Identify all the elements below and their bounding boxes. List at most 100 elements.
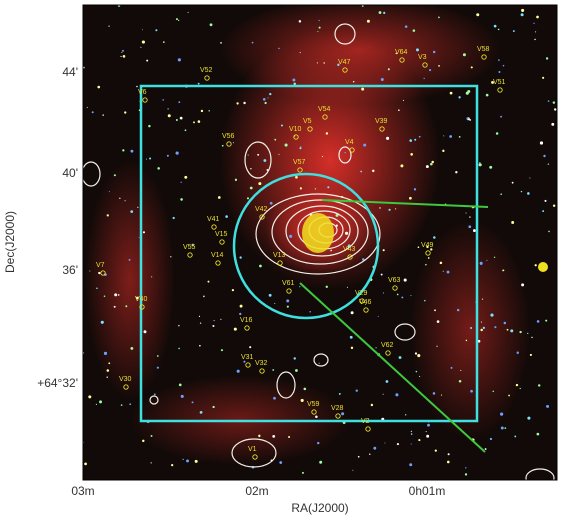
star — [403, 99, 405, 101]
star — [243, 360, 246, 363]
star — [269, 201, 273, 205]
star — [184, 129, 187, 132]
star — [212, 324, 215, 327]
star — [478, 163, 482, 167]
star — [209, 23, 213, 27]
star — [299, 51, 301, 54]
source-marker — [252, 454, 258, 460]
star — [106, 214, 109, 217]
source-label: V61 — [282, 280, 295, 287]
source-label: V5 — [303, 118, 312, 125]
star — [442, 149, 445, 153]
star — [543, 154, 546, 158]
star — [327, 186, 330, 189]
star — [295, 175, 298, 179]
star — [247, 154, 249, 156]
star — [536, 320, 540, 323]
source-label: V1 — [248, 446, 257, 453]
star — [299, 147, 302, 150]
star — [213, 319, 215, 322]
star — [352, 469, 354, 471]
star — [163, 41, 165, 43]
star — [382, 393, 384, 395]
star — [178, 347, 180, 350]
source-label: V57 — [293, 159, 306, 166]
source-marker — [385, 350, 391, 356]
star — [243, 101, 246, 105]
star — [470, 327, 473, 330]
star — [225, 215, 228, 218]
star — [432, 392, 436, 395]
star — [350, 311, 354, 315]
star — [491, 80, 494, 84]
source-label: V13 — [273, 252, 286, 259]
source-marker — [204, 75, 210, 81]
star — [410, 430, 413, 433]
source-marker — [259, 368, 265, 374]
star — [102, 114, 104, 116]
source-marker — [245, 362, 251, 368]
source-marker — [347, 254, 353, 260]
star — [267, 97, 269, 99]
star — [103, 295, 106, 298]
star — [494, 326, 497, 329]
star — [449, 91, 453, 95]
star — [527, 332, 529, 335]
star — [153, 393, 156, 396]
star — [455, 171, 458, 174]
axes: 03m 02m 0h01m 44' 40' 36' +64°32' RA(J2000) Dec(… — [3, 65, 445, 515]
star — [355, 389, 358, 392]
source-label: V40 — [135, 296, 148, 303]
star — [199, 344, 201, 347]
star — [119, 197, 121, 199]
star — [167, 114, 171, 118]
star — [341, 412, 345, 416]
star — [182, 458, 184, 460]
star — [250, 167, 252, 170]
star — [446, 270, 450, 274]
star — [352, 80, 355, 83]
star — [465, 467, 467, 469]
star — [460, 369, 462, 371]
star — [117, 294, 120, 296]
star — [520, 13, 524, 17]
star — [120, 55, 122, 58]
source-label: V41 — [207, 216, 220, 223]
star — [431, 160, 434, 164]
star — [361, 87, 365, 91]
star — [482, 326, 485, 330]
star — [318, 362, 320, 364]
star — [292, 78, 296, 82]
source-marker — [123, 384, 129, 390]
source-marker — [365, 426, 371, 432]
star — [317, 441, 320, 445]
star — [469, 216, 471, 218]
star — [286, 305, 289, 308]
source-marker — [226, 141, 232, 147]
star — [232, 142, 235, 144]
star — [419, 375, 421, 377]
star — [130, 149, 134, 153]
star — [345, 231, 349, 235]
star — [373, 446, 377, 450]
star — [430, 162, 433, 166]
star — [234, 178, 238, 181]
star — [409, 196, 412, 200]
star — [122, 149, 125, 152]
star — [349, 335, 353, 339]
y-axis-label: Dec(J2000) — [3, 211, 17, 273]
star — [498, 70, 501, 74]
star — [403, 278, 407, 282]
star — [480, 321, 482, 323]
star — [375, 347, 377, 349]
star — [129, 403, 131, 405]
star — [520, 190, 523, 193]
star — [534, 264, 537, 267]
star — [511, 221, 515, 224]
source-marker — [219, 239, 225, 245]
star — [480, 328, 483, 332]
star — [427, 423, 430, 427]
star — [142, 439, 145, 443]
star — [299, 285, 301, 288]
star — [289, 234, 293, 238]
